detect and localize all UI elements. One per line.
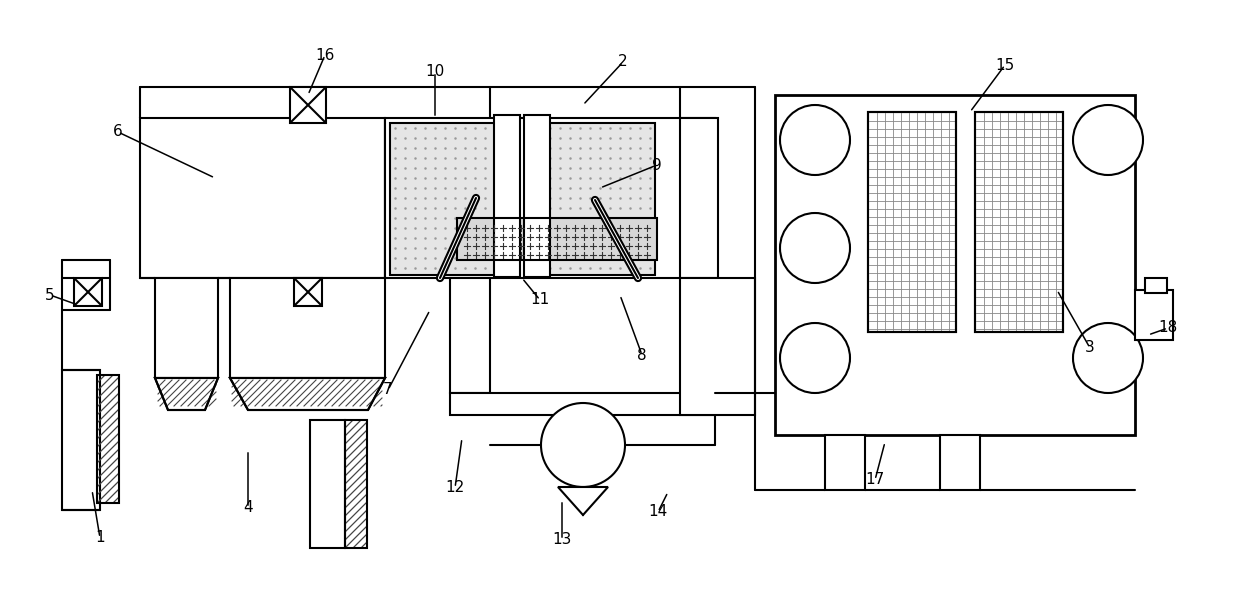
Bar — [140, 118, 384, 278]
Text: 2: 2 — [619, 55, 627, 69]
Bar — [1135, 290, 1173, 340]
Bar — [1145, 278, 1167, 293]
Text: 14: 14 — [649, 504, 667, 520]
Polygon shape — [558, 487, 608, 515]
Text: 12: 12 — [445, 480, 465, 495]
Bar — [975, 112, 1063, 332]
Text: 16: 16 — [315, 48, 335, 63]
Circle shape — [1073, 323, 1143, 393]
Bar — [384, 118, 715, 278]
Bar — [97, 375, 119, 503]
Circle shape — [1073, 105, 1143, 175]
Circle shape — [780, 213, 849, 283]
Bar — [458, 218, 657, 260]
Text: 5: 5 — [45, 288, 55, 302]
Text: 13: 13 — [552, 533, 572, 547]
Bar — [775, 95, 1135, 435]
Text: 17: 17 — [866, 473, 884, 488]
Bar — [450, 278, 490, 393]
Bar — [74, 278, 102, 306]
Text: 9: 9 — [652, 158, 662, 173]
Bar — [458, 218, 657, 260]
Bar — [868, 112, 956, 332]
Bar — [680, 278, 755, 415]
Circle shape — [541, 403, 625, 487]
Bar — [546, 123, 655, 275]
Text: 3: 3 — [1085, 341, 1095, 356]
Bar — [680, 118, 718, 278]
Bar — [975, 112, 1063, 332]
Bar — [940, 435, 980, 490]
Bar — [450, 393, 715, 415]
Bar — [229, 278, 384, 378]
Bar — [294, 278, 322, 306]
Bar — [391, 123, 500, 275]
Bar — [825, 435, 866, 490]
Bar — [345, 420, 367, 548]
Text: 10: 10 — [425, 64, 445, 79]
Bar — [868, 112, 956, 332]
Circle shape — [780, 323, 849, 393]
Text: 6: 6 — [113, 125, 123, 140]
Bar — [62, 370, 100, 510]
Text: 4: 4 — [243, 500, 253, 515]
Bar — [391, 123, 500, 275]
Text: 7: 7 — [383, 382, 393, 397]
Circle shape — [780, 105, 849, 175]
Bar — [494, 115, 520, 277]
Bar — [525, 115, 551, 277]
Polygon shape — [155, 378, 218, 410]
Text: 11: 11 — [531, 293, 549, 308]
Text: 1: 1 — [95, 530, 105, 545]
Polygon shape — [229, 378, 384, 410]
Bar — [546, 123, 655, 275]
Bar — [290, 87, 326, 123]
Text: 8: 8 — [637, 347, 647, 362]
Text: 15: 15 — [996, 58, 1014, 72]
Bar — [155, 278, 218, 378]
Bar — [310, 420, 345, 548]
Text: 18: 18 — [1158, 320, 1178, 335]
